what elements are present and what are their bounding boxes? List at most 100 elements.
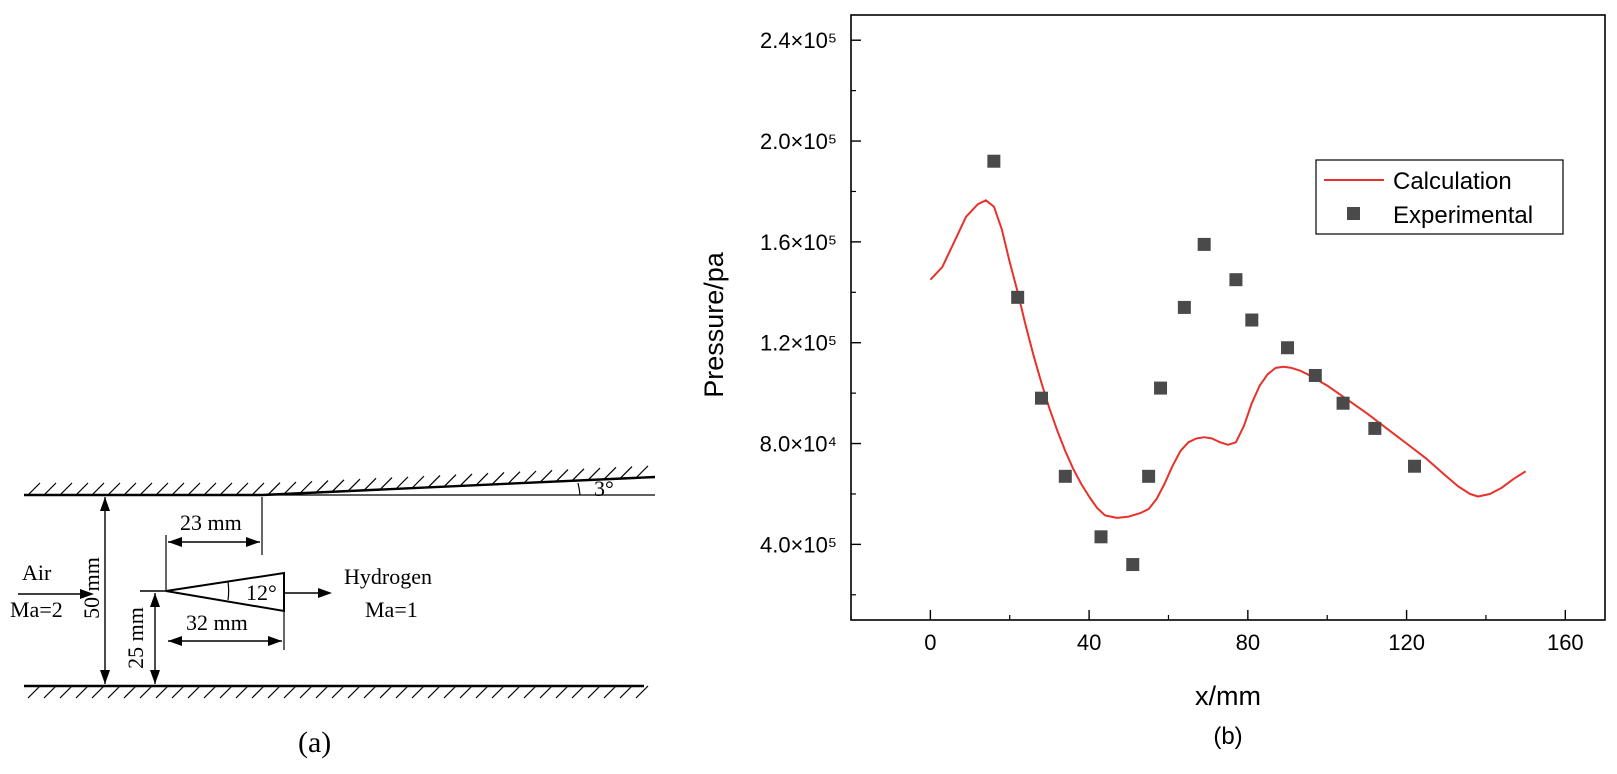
- hatch-line: [539, 685, 553, 699]
- calculation-series-line: [929, 199, 1527, 519]
- x-tick-label: 160: [1547, 630, 1584, 655]
- hatch-line: [443, 685, 457, 699]
- plot-frame: [850, 14, 1606, 621]
- hatch-line: [571, 468, 585, 482]
- dim-25-arrow-bottom: [150, 670, 160, 684]
- hatch-line: [59, 482, 73, 496]
- angle-12-arc: [227, 581, 230, 601]
- hatch-line: [475, 472, 489, 486]
- hatch-line: [75, 685, 89, 699]
- hatch-line: [59, 685, 73, 699]
- hatch-line: [43, 482, 57, 496]
- hatch-line: [171, 482, 185, 496]
- hatch-line: [91, 685, 105, 699]
- dim-32-arrow-right: [268, 636, 282, 646]
- hydrogen-flow-arrowhead: [318, 588, 332, 598]
- y-axis-label: Pressure/pa: [699, 251, 729, 398]
- hatch-line: [603, 466, 617, 480]
- bottom-wall-hatching: [27, 685, 649, 699]
- hatch-line: [379, 477, 393, 491]
- x-axis-label: x/mm: [1195, 681, 1261, 711]
- hatch-line: [299, 480, 313, 494]
- dim-25-label: 25 mm: [123, 607, 148, 669]
- hatch-line: [539, 469, 553, 483]
- hatch-line: [219, 685, 233, 699]
- experimental-point: [1245, 313, 1259, 327]
- hatch-line: [91, 482, 105, 496]
- top-wall-hatching: [27, 465, 649, 496]
- legend-calculation-label: Calculation: [1393, 168, 1512, 195]
- hatch-line: [187, 482, 201, 496]
- experimental-point: [1408, 459, 1422, 473]
- experimental-point: [1034, 391, 1048, 405]
- hatch-line: [395, 685, 409, 699]
- x-tick-label: 40: [1077, 630, 1101, 655]
- hatch-line: [75, 482, 89, 496]
- hatch-line: [107, 685, 121, 699]
- y-tick-label: 1.2×10⁵: [760, 331, 837, 356]
- series-layer: [929, 154, 1527, 572]
- dim-25-arrow-top: [150, 593, 160, 607]
- hatch-line: [635, 465, 649, 479]
- hatch-line: [299, 685, 313, 699]
- hatch-line: [139, 685, 153, 699]
- dim-50-arrow-bottom: [100, 670, 110, 684]
- hatch-line: [459, 685, 473, 699]
- x-tick-label: 0: [924, 630, 936, 655]
- hatch-line: [523, 470, 537, 484]
- y-tick-label: 8.0×10⁴: [760, 432, 837, 457]
- hatch-line: [571, 685, 585, 699]
- hatch-line: [203, 482, 217, 496]
- hatch-line: [411, 685, 425, 699]
- hatch-line: [619, 685, 633, 699]
- hatch-line: [523, 685, 537, 699]
- hatch-line: [411, 475, 425, 489]
- hatch-line: [395, 476, 409, 490]
- hatch-line: [283, 481, 297, 495]
- hatch-line: [603, 685, 617, 699]
- hatch-line: [171, 685, 185, 699]
- x-tick-label: 120: [1388, 630, 1425, 655]
- hatch-line: [619, 466, 633, 480]
- hatch-line: [267, 685, 281, 699]
- dim-50-label: 50 mm: [79, 557, 104, 619]
- hatch-line: [315, 685, 329, 699]
- pressure-chart: 0 40 80 120 160 4.0×10⁵ 8.0×10⁴ 1.2×10⁵ 1.6×10⁵…: [699, 14, 1606, 750]
- angle-12-label: 12°: [246, 580, 277, 605]
- experimental-point: [1154, 381, 1168, 395]
- dim-32-label: 32 mm: [186, 610, 248, 635]
- experimental-point: [1011, 290, 1025, 304]
- hatch-line: [427, 685, 441, 699]
- x-axis-ticks: 0 40 80 120 160: [850, 610, 1584, 655]
- hatch-line: [491, 685, 505, 699]
- hatch-line: [251, 685, 265, 699]
- legend-box: [1315, 159, 1564, 235]
- hatch-line: [587, 467, 601, 481]
- hatch-line: [43, 685, 57, 699]
- hatch-line: [155, 685, 169, 699]
- hatch-line: [475, 685, 489, 699]
- hatch-line: [427, 474, 441, 488]
- y-tick-label: 4.0×10⁵: [760, 532, 837, 557]
- hatch-line: [507, 471, 521, 485]
- legend-experimental-label: Experimental: [1393, 202, 1533, 229]
- hatch-line: [107, 482, 121, 496]
- hatch-line: [459, 473, 473, 487]
- experimental-point: [1336, 396, 1350, 410]
- hatch-line: [443, 474, 457, 488]
- dim-32-arrow-left: [168, 636, 182, 646]
- hatch-line: [363, 685, 377, 699]
- hatch-line: [235, 482, 249, 496]
- hatch-line: [315, 480, 329, 493]
- air-label: Air: [22, 560, 52, 585]
- dim-50-arrow-top: [100, 497, 110, 511]
- hatch-line: [555, 469, 569, 482]
- hatch-line: [331, 685, 345, 699]
- experimental-point: [1281, 341, 1295, 355]
- hatch-line: [347, 685, 361, 699]
- air-mach-label: Ma=2: [10, 597, 63, 622]
- experimental-point: [1094, 530, 1108, 544]
- combustor-diagram: [18, 465, 656, 699]
- hatch-line: [155, 482, 169, 496]
